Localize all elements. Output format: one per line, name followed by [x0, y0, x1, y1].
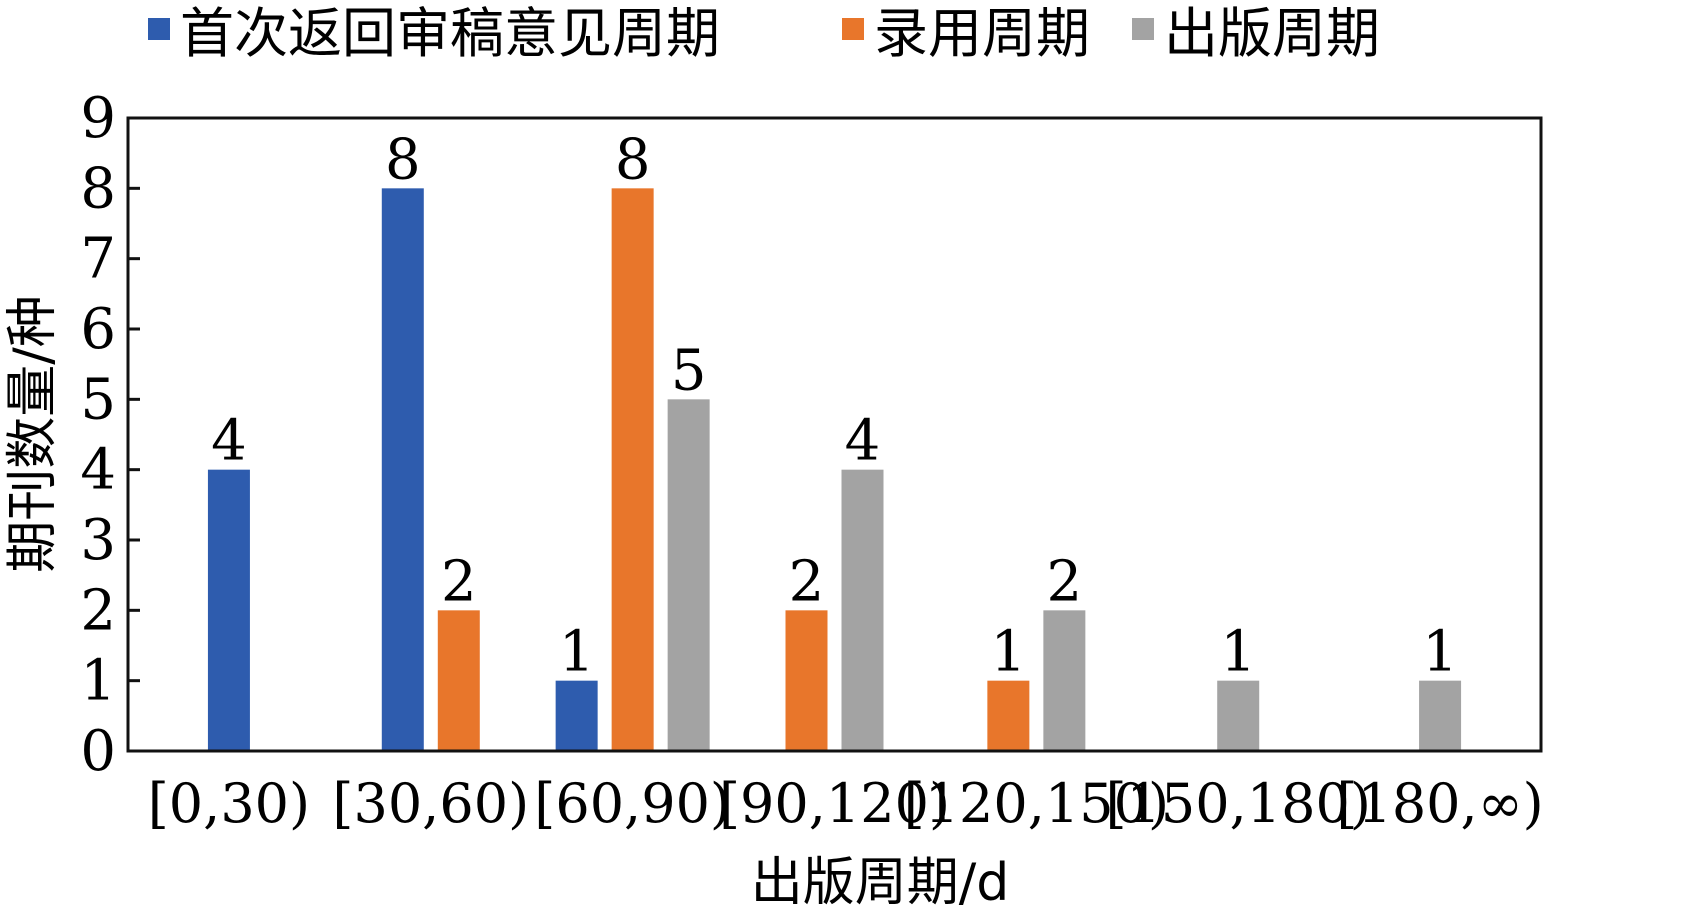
bar — [987, 680, 1030, 751]
y-tick-label: 1 — [80, 649, 116, 714]
y-tick-label: 6 — [80, 297, 116, 362]
x-tick-label: [0,30) — [148, 772, 310, 835]
data-label: 1 — [991, 620, 1027, 685]
x-axis: [0,30) [30,60) [60,90)[90,120)[120,150)[15… — [148, 772, 1544, 835]
x-tick-label: [90,120) — [719, 772, 950, 835]
y-axis-title: 期刊数量/种 — [3, 295, 63, 573]
data-label: 2 — [789, 549, 825, 614]
legend-swatch — [148, 18, 170, 40]
y-tick-label: 4 — [80, 438, 116, 503]
bar — [555, 680, 598, 751]
data-label: 2 — [441, 549, 477, 614]
data-label: 5 — [671, 338, 707, 403]
bar — [1043, 610, 1086, 751]
x-tick-label: [180,∞) — [1336, 772, 1543, 835]
x-tick-label: [150,180) — [1105, 772, 1370, 835]
y-tick-label: 0 — [80, 719, 116, 784]
bar — [437, 610, 480, 751]
data-label: 2 — [1047, 549, 1083, 614]
data-label: 4 — [211, 409, 247, 474]
bars — [207, 188, 1462, 752]
y-tick-label: 8 — [80, 156, 116, 221]
x-tick-label: [120,150) — [904, 772, 1169, 835]
data-label: 4 — [845, 409, 881, 474]
legend-label: 首次返回审稿意见周期 — [180, 2, 720, 65]
legend-label: 录用周期 — [874, 2, 1090, 65]
y-tick-label: 7 — [80, 227, 116, 292]
x-axis-title: 出版周期/d — [751, 853, 1010, 910]
data-label: 8 — [385, 127, 421, 192]
x-tick-label: [60,90) — [534, 772, 731, 835]
bar — [841, 469, 884, 751]
y-tick-label: 5 — [80, 367, 116, 432]
legend-swatch — [842, 18, 864, 40]
bar — [381, 188, 424, 752]
bar — [667, 399, 710, 751]
y-tick-label: 2 — [80, 578, 116, 643]
bar — [611, 188, 654, 752]
x-tick-label: [30,60) — [332, 772, 529, 835]
data-label: 8 — [615, 127, 651, 192]
bar — [207, 469, 250, 751]
data-label: 1 — [559, 620, 595, 685]
legend-label: 出版周期 — [1164, 2, 1380, 65]
y-tick-label: 3 — [80, 508, 116, 573]
bar — [1419, 680, 1462, 751]
bar — [1217, 680, 1260, 751]
data-label: 1 — [1422, 620, 1458, 685]
bar — [785, 610, 828, 751]
data-label: 1 — [1220, 620, 1256, 685]
legend-swatch — [1132, 18, 1154, 40]
legend: 首次返回审稿意见周期 录用周期 出版周期 — [148, 2, 1380, 65]
plot-frame — [126, 116, 1543, 753]
y-tick-label: 9 — [80, 86, 116, 151]
